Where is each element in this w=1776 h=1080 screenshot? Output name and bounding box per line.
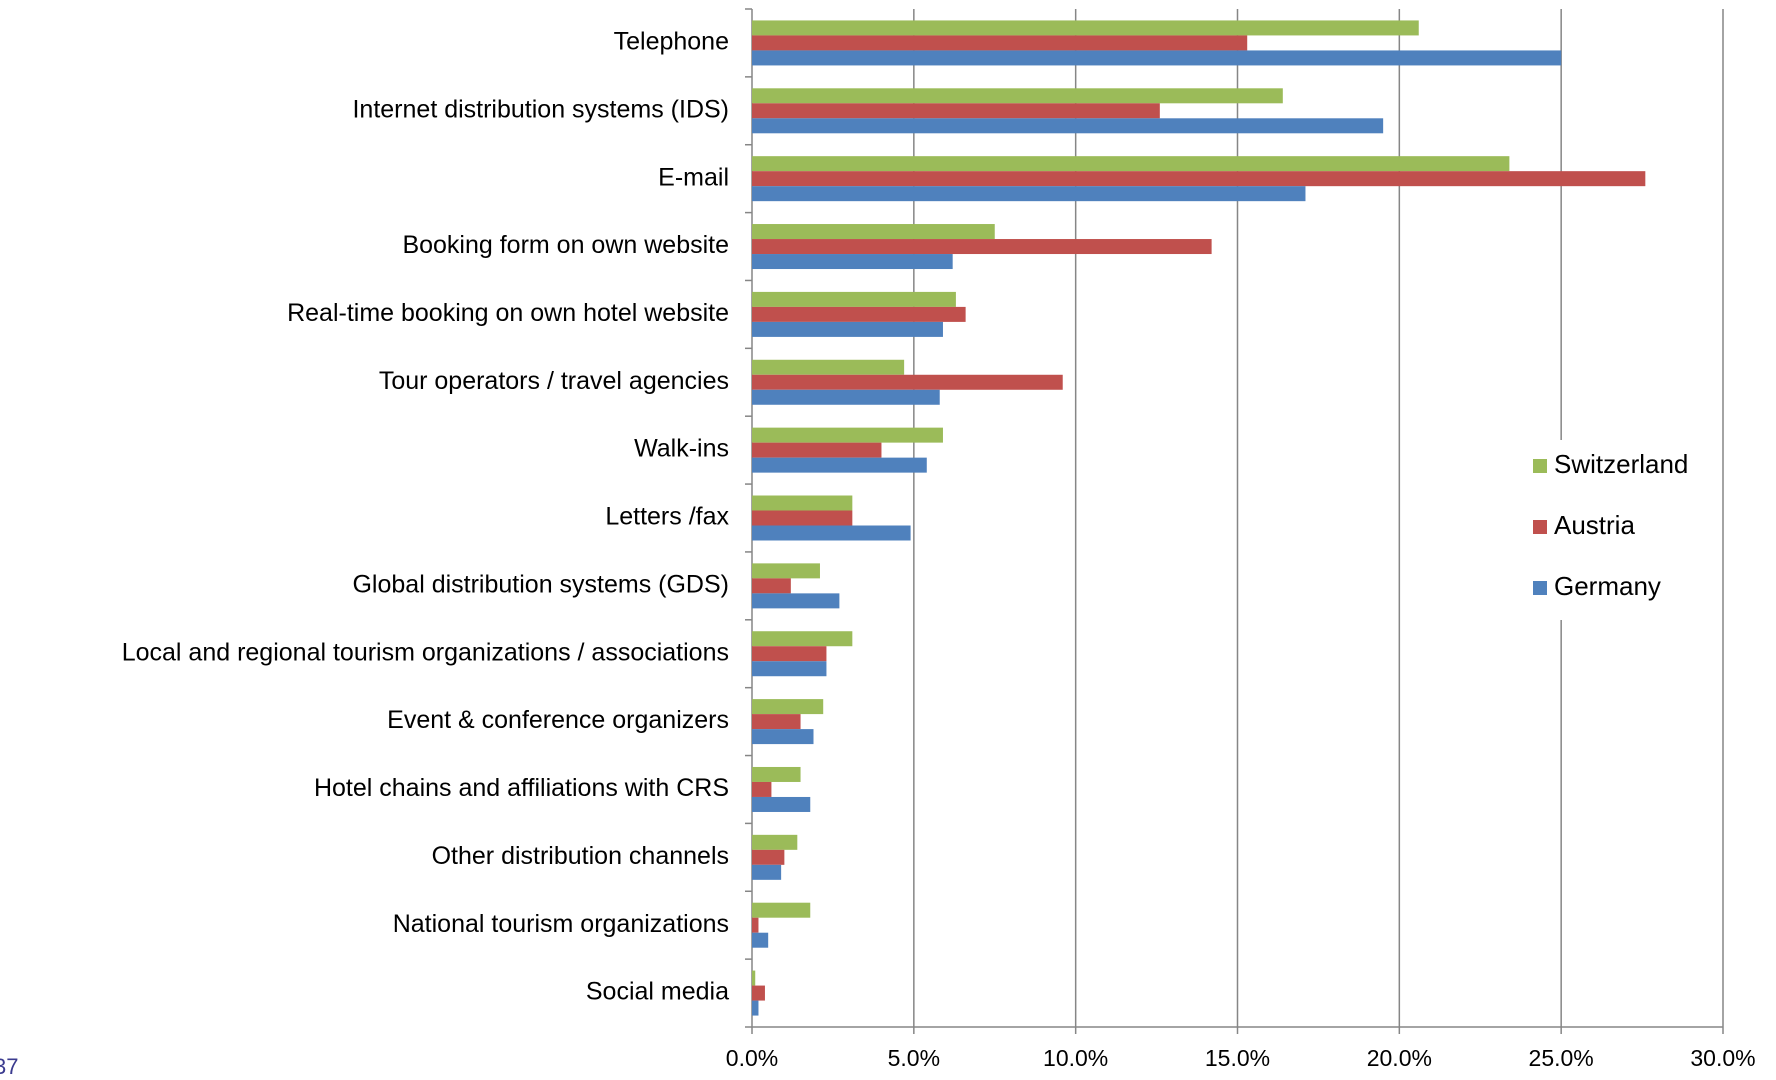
y-tick-label: Other distribution channels — [432, 842, 729, 870]
page-number: 37 — [0, 1054, 18, 1079]
bar — [752, 389, 940, 405]
bar — [752, 796, 811, 812]
y-tick-label: Social media — [586, 978, 729, 1006]
bar — [752, 864, 782, 880]
bar — [752, 525, 911, 541]
bar — [752, 224, 995, 240]
bar — [752, 932, 769, 948]
y-tick-label: Walk-ins — [634, 435, 729, 463]
y-tick-label: E-mail — [658, 163, 729, 191]
bar — [752, 593, 840, 609]
bar — [752, 563, 820, 579]
x-tick-label: 25.0% — [1529, 1045, 1594, 1071]
bar — [752, 902, 811, 918]
x-tick-label: 5.0% — [888, 1045, 940, 1071]
y-tick-label: National tourism organizations — [393, 910, 729, 938]
bar — [752, 457, 927, 473]
bar — [752, 186, 1306, 202]
bar — [752, 970, 756, 986]
bar — [752, 729, 814, 745]
bar — [752, 171, 1646, 187]
x-tick-label: 0.0% — [726, 1045, 778, 1071]
bar — [752, 646, 827, 662]
legend-swatch — [1533, 520, 1547, 534]
bar — [752, 359, 905, 375]
y-tick-label: Hotel chains and affiliations with CRS — [314, 774, 729, 802]
bar — [752, 156, 1510, 172]
bar — [752, 1000, 759, 1016]
x-tick-label: 15.0% — [1205, 1045, 1270, 1071]
bar — [752, 254, 953, 270]
legend-label: Austria — [1554, 510, 1635, 540]
x-tick-label: 20.0% — [1367, 1045, 1432, 1071]
bar — [752, 766, 801, 782]
bar — [752, 20, 1419, 36]
x-tick-label: 30.0% — [1690, 1045, 1755, 1071]
legend-swatch — [1533, 459, 1547, 473]
legend-label: Switzerland — [1554, 449, 1688, 479]
legend-swatch — [1533, 581, 1547, 595]
bar — [752, 631, 853, 647]
x-tick-label: 10.0% — [1043, 1045, 1108, 1071]
bar — [752, 495, 853, 511]
bar — [752, 35, 1248, 51]
bar — [752, 917, 759, 933]
bar — [752, 239, 1212, 255]
bar — [752, 88, 1283, 104]
y-tick-label: Internet distribution systems (IDS) — [352, 95, 729, 123]
y-tick-label: Tour operators / travel agencies — [379, 367, 729, 395]
bar — [752, 374, 1063, 390]
bar — [752, 578, 791, 594]
bar — [752, 714, 801, 730]
y-tick-label: Event & conference organizers — [387, 706, 729, 734]
bar — [752, 781, 772, 797]
bar — [752, 834, 798, 850]
legend-label: Germany — [1554, 571, 1661, 601]
y-tick-label: Telephone — [614, 28, 729, 56]
bar — [752, 510, 853, 526]
legend-box — [1522, 440, 1722, 620]
bar — [752, 306, 966, 322]
y-tick-label: Local and regional tourism organizations… — [122, 638, 729, 666]
y-tick-label: Booking form on own website — [402, 231, 729, 259]
y-tick-label: Real-time booking on own hotel website — [287, 299, 729, 327]
bar — [752, 321, 943, 337]
y-tick-label: Letters /fax — [605, 503, 729, 531]
bar — [752, 849, 785, 865]
bar — [752, 118, 1384, 134]
y-tick-label: Global distribution systems (GDS) — [352, 570, 729, 598]
bar — [752, 985, 765, 1001]
bar — [752, 427, 943, 443]
bar — [752, 50, 1562, 66]
bar — [752, 103, 1160, 119]
bar — [752, 661, 827, 677]
bar — [752, 699, 824, 715]
bar — [752, 291, 956, 307]
bar — [752, 442, 882, 458]
